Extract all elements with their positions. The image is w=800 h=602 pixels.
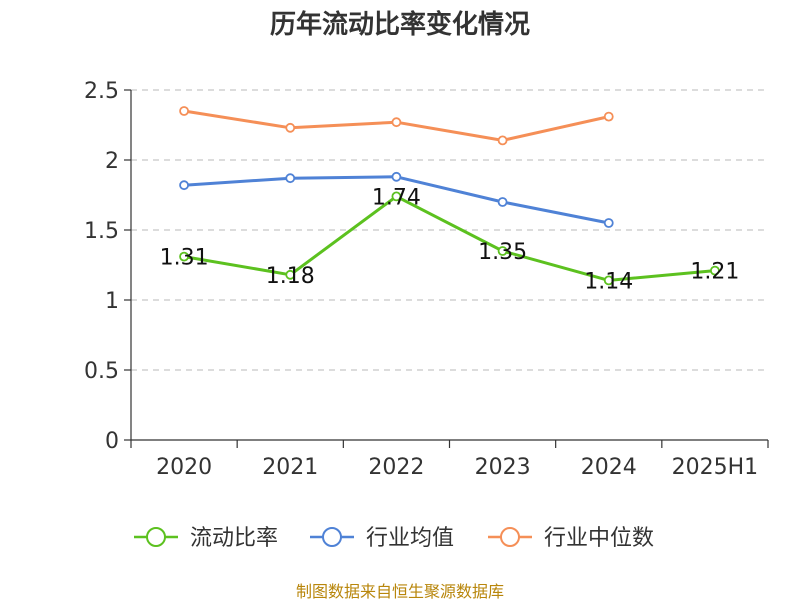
y-tick-label: 0 [105,429,119,454]
data-point [179,251,189,262]
legend-label: 流动比率 [190,526,278,551]
legend-item-1[interactable]: 行业均值 [310,526,454,551]
data-point [497,135,508,146]
x-tick-label: 2021 [262,455,318,480]
data-point [285,269,296,280]
data-point [391,191,402,202]
y-tick-label: 0.5 [84,359,119,384]
data-label: 1.14 [584,269,633,294]
x-tick-label: 2022 [368,455,424,480]
x-tick-label: 2025H1 [672,455,759,480]
series-lines [179,106,720,286]
data-point [603,111,614,122]
legend-label: 行业中位数 [544,526,654,551]
data-point [497,246,508,256]
data-point [179,180,189,191]
data-point [710,265,720,276]
legend[interactable]: 流动比率 行业均值 行业中位数 [134,526,654,551]
y-tick-label: 2 [105,149,119,174]
data-point [497,197,508,207]
legend-item-2[interactable]: 行业中位数 [488,526,654,551]
data-label: 1.21 [690,260,739,285]
grid-lines [131,89,768,371]
data-label: 1.18 [266,264,315,289]
legend-label: 行业均值 [366,526,454,551]
chart-title: 历年流动比率变化情况 [269,10,530,40]
y-tick-label: 1.5 [84,219,119,244]
x-tick-label: 2023 [475,455,531,480]
data-label: 1.31 [160,246,209,271]
x-tick-label: 2024 [581,455,637,480]
source-note: 制图数据来自恒生聚源数据库 [295,582,504,601]
y-tick-label: 2.5 [84,79,119,104]
x-tick-label: 2020 [156,455,212,480]
series-line-0 [183,194,716,282]
legend-marker [146,527,166,547]
data-point [391,117,402,128]
axes: 0 0.5 1 1.5 2 2.5 2020 2021 2022 2023 2024 2025H1 [84,79,769,480]
legend-marker [322,527,342,547]
data-point [285,173,296,184]
data-label: 1.35 [478,240,527,265]
data-point [391,171,402,182]
data-point [179,106,189,116]
data-labels: 1.31 1.18 1.74 1.35 1.14 1.21 [160,185,740,294]
data-point [603,275,614,286]
legend-marker [500,527,520,547]
data-point [285,122,296,133]
data-point [603,218,614,228]
data-label: 1.74 [372,185,421,210]
y-tick-label: 1 [105,289,119,314]
legend-item-0[interactable]: 流动比率 [134,526,278,551]
